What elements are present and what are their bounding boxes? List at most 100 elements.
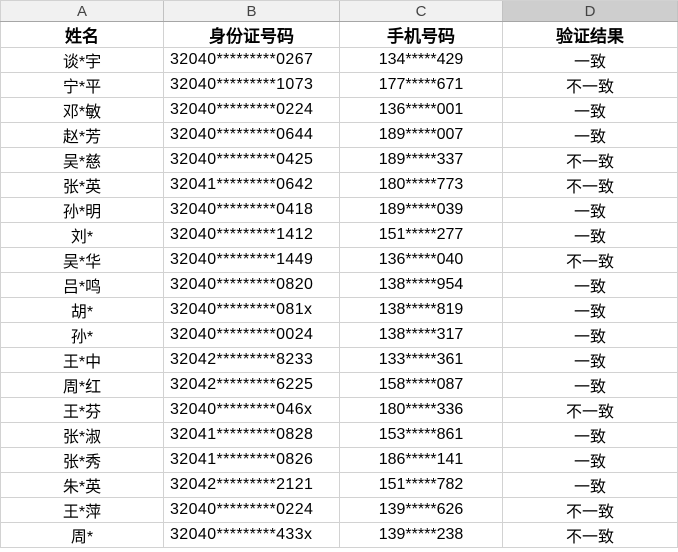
table-row: 吴*华 32040*********1449 136*****040 不一致 [0,248,678,273]
table-row: 张*淑 32041*********0828 153*****861 一致 [0,423,678,448]
table-row: 孙*明 32040*********0418 189*****039 一致 [0,198,678,223]
cell-result[interactable]: 一致 [503,373,678,398]
cell-name[interactable]: 王*芬 [0,398,164,423]
cell-phone[interactable]: 180*****336 [340,398,503,423]
cell-phone[interactable]: 180*****773 [340,173,503,198]
cell-phone[interactable]: 177*****671 [340,73,503,98]
cell-id-number[interactable]: 32040*********0820 [164,273,340,298]
header-cell-id-number[interactable]: 身份证号码 [164,22,340,48]
table-header-row: 姓名 身份证号码 手机号码 验证结果 [0,22,678,48]
cell-phone[interactable]: 186*****141 [340,448,503,473]
table-row: 王*萍 32040*********0224 139*****626 不一致 [0,498,678,523]
header-cell-phone[interactable]: 手机号码 [340,22,503,48]
table-row: 张*英 32041*********0642 180*****773 不一致 [0,173,678,198]
cell-name[interactable]: 刘* [0,223,164,248]
cell-phone[interactable]: 138*****317 [340,323,503,348]
cell-id-number[interactable]: 32041*********0642 [164,173,340,198]
table-row: 周*红 32042*********6225 158*****087 一致 [0,373,678,398]
column-header[interactable]: A [0,1,164,21]
cell-name[interactable]: 王*萍 [0,498,164,523]
cell-name[interactable]: 赵*芳 [0,123,164,148]
cell-name[interactable]: 孙* [0,323,164,348]
cell-phone[interactable]: 136*****040 [340,248,503,273]
cell-result[interactable]: 一致 [503,98,678,123]
cell-phone[interactable]: 151*****782 [340,473,503,498]
cell-name[interactable]: 宁*平 [0,73,164,98]
cell-id-number[interactable]: 32040*********1412 [164,223,340,248]
cell-phone[interactable]: 138*****954 [340,273,503,298]
cell-result[interactable]: 一致 [503,423,678,448]
cell-result[interactable]: 不一致 [503,148,678,173]
cell-phone[interactable]: 153*****861 [340,423,503,448]
cell-id-number[interactable]: 32041*********0826 [164,448,340,473]
cell-name[interactable]: 周*红 [0,373,164,398]
header-cell-result[interactable]: 验证结果 [503,22,678,48]
cell-phone[interactable]: 139*****238 [340,523,503,548]
cell-name[interactable]: 孙*明 [0,198,164,223]
cell-result[interactable]: 不一致 [503,523,678,548]
cell-result[interactable]: 一致 [503,448,678,473]
cell-id-number[interactable]: 32040*********433x [164,523,340,548]
cell-result[interactable]: 不一致 [503,398,678,423]
cell-result[interactable]: 一致 [503,123,678,148]
cell-result[interactable]: 一致 [503,223,678,248]
cell-phone[interactable]: 133*****361 [340,348,503,373]
cell-result[interactable]: 一致 [503,348,678,373]
cell-result[interactable]: 一致 [503,323,678,348]
cell-name[interactable]: 王*中 [0,348,164,373]
cell-name[interactable]: 吴*慈 [0,148,164,173]
cell-name[interactable]: 张*淑 [0,423,164,448]
cell-result[interactable]: 一致 [503,473,678,498]
cell-phone[interactable]: 134*****429 [340,48,503,73]
cell-id-number[interactable]: 32041*********0828 [164,423,340,448]
cell-name[interactable]: 邓*敏 [0,98,164,123]
column-header[interactable]: C [340,1,503,21]
cell-id-number[interactable]: 32040*********1449 [164,248,340,273]
cell-phone[interactable]: 189*****337 [340,148,503,173]
cell-result[interactable]: 不一致 [503,73,678,98]
table-row: 邓*敏 32040*********0224 136*****001 一致 [0,98,678,123]
cell-result[interactable]: 不一致 [503,248,678,273]
cell-name[interactable]: 谈*宇 [0,48,164,73]
cell-phone[interactable]: 151*****277 [340,223,503,248]
cell-id-number[interactable]: 32040*********046x [164,398,340,423]
cell-name[interactable]: 张*英 [0,173,164,198]
cell-id-number[interactable]: 32042*********6225 [164,373,340,398]
table-row: 张*秀 32041*********0826 186*****141 一致 [0,448,678,473]
cell-result[interactable]: 一致 [503,48,678,73]
cell-result[interactable]: 一致 [503,273,678,298]
table-row: 王*芬 32040*********046x 180*****336 不一致 [0,398,678,423]
cell-result[interactable]: 不一致 [503,498,678,523]
cell-name[interactable]: 吴*华 [0,248,164,273]
cell-name[interactable]: 周* [0,523,164,548]
cell-id-number[interactable]: 32040*********0425 [164,148,340,173]
cell-id-number[interactable]: 32040*********0224 [164,98,340,123]
column-header[interactable]: B [164,1,340,21]
cell-name[interactable]: 张*秀 [0,448,164,473]
cell-result[interactable]: 一致 [503,198,678,223]
column-header[interactable]: D [503,1,678,21]
cell-result[interactable]: 不一致 [503,173,678,198]
table-row: 吕*鸣 32040*********0820 138*****954 一致 [0,273,678,298]
cell-id-number[interactable]: 32042*********2121 [164,473,340,498]
cell-id-number[interactable]: 32040*********0418 [164,198,340,223]
cell-id-number[interactable]: 32040*********0024 [164,323,340,348]
cell-phone[interactable]: 189*****039 [340,198,503,223]
cell-phone[interactable]: 138*****819 [340,298,503,323]
cell-phone[interactable]: 189*****007 [340,123,503,148]
cell-name[interactable]: 吕*鸣 [0,273,164,298]
cell-phone[interactable]: 136*****001 [340,98,503,123]
cell-id-number[interactable]: 32040*********081x [164,298,340,323]
cell-phone[interactable]: 139*****626 [340,498,503,523]
cell-id-number[interactable]: 32042*********8233 [164,348,340,373]
cell-name[interactable]: 朱*英 [0,473,164,498]
cell-id-number[interactable]: 32040*********0224 [164,498,340,523]
cell-id-number[interactable]: 32040*********1073 [164,73,340,98]
header-cell-name[interactable]: 姓名 [0,22,164,48]
table-row: 朱*英 32042*********2121 151*****782 一致 [0,473,678,498]
cell-phone[interactable]: 158*****087 [340,373,503,398]
cell-id-number[interactable]: 32040*********0644 [164,123,340,148]
cell-name[interactable]: 胡* [0,298,164,323]
cell-result[interactable]: 一致 [503,298,678,323]
cell-id-number[interactable]: 32040*********0267 [164,48,340,73]
